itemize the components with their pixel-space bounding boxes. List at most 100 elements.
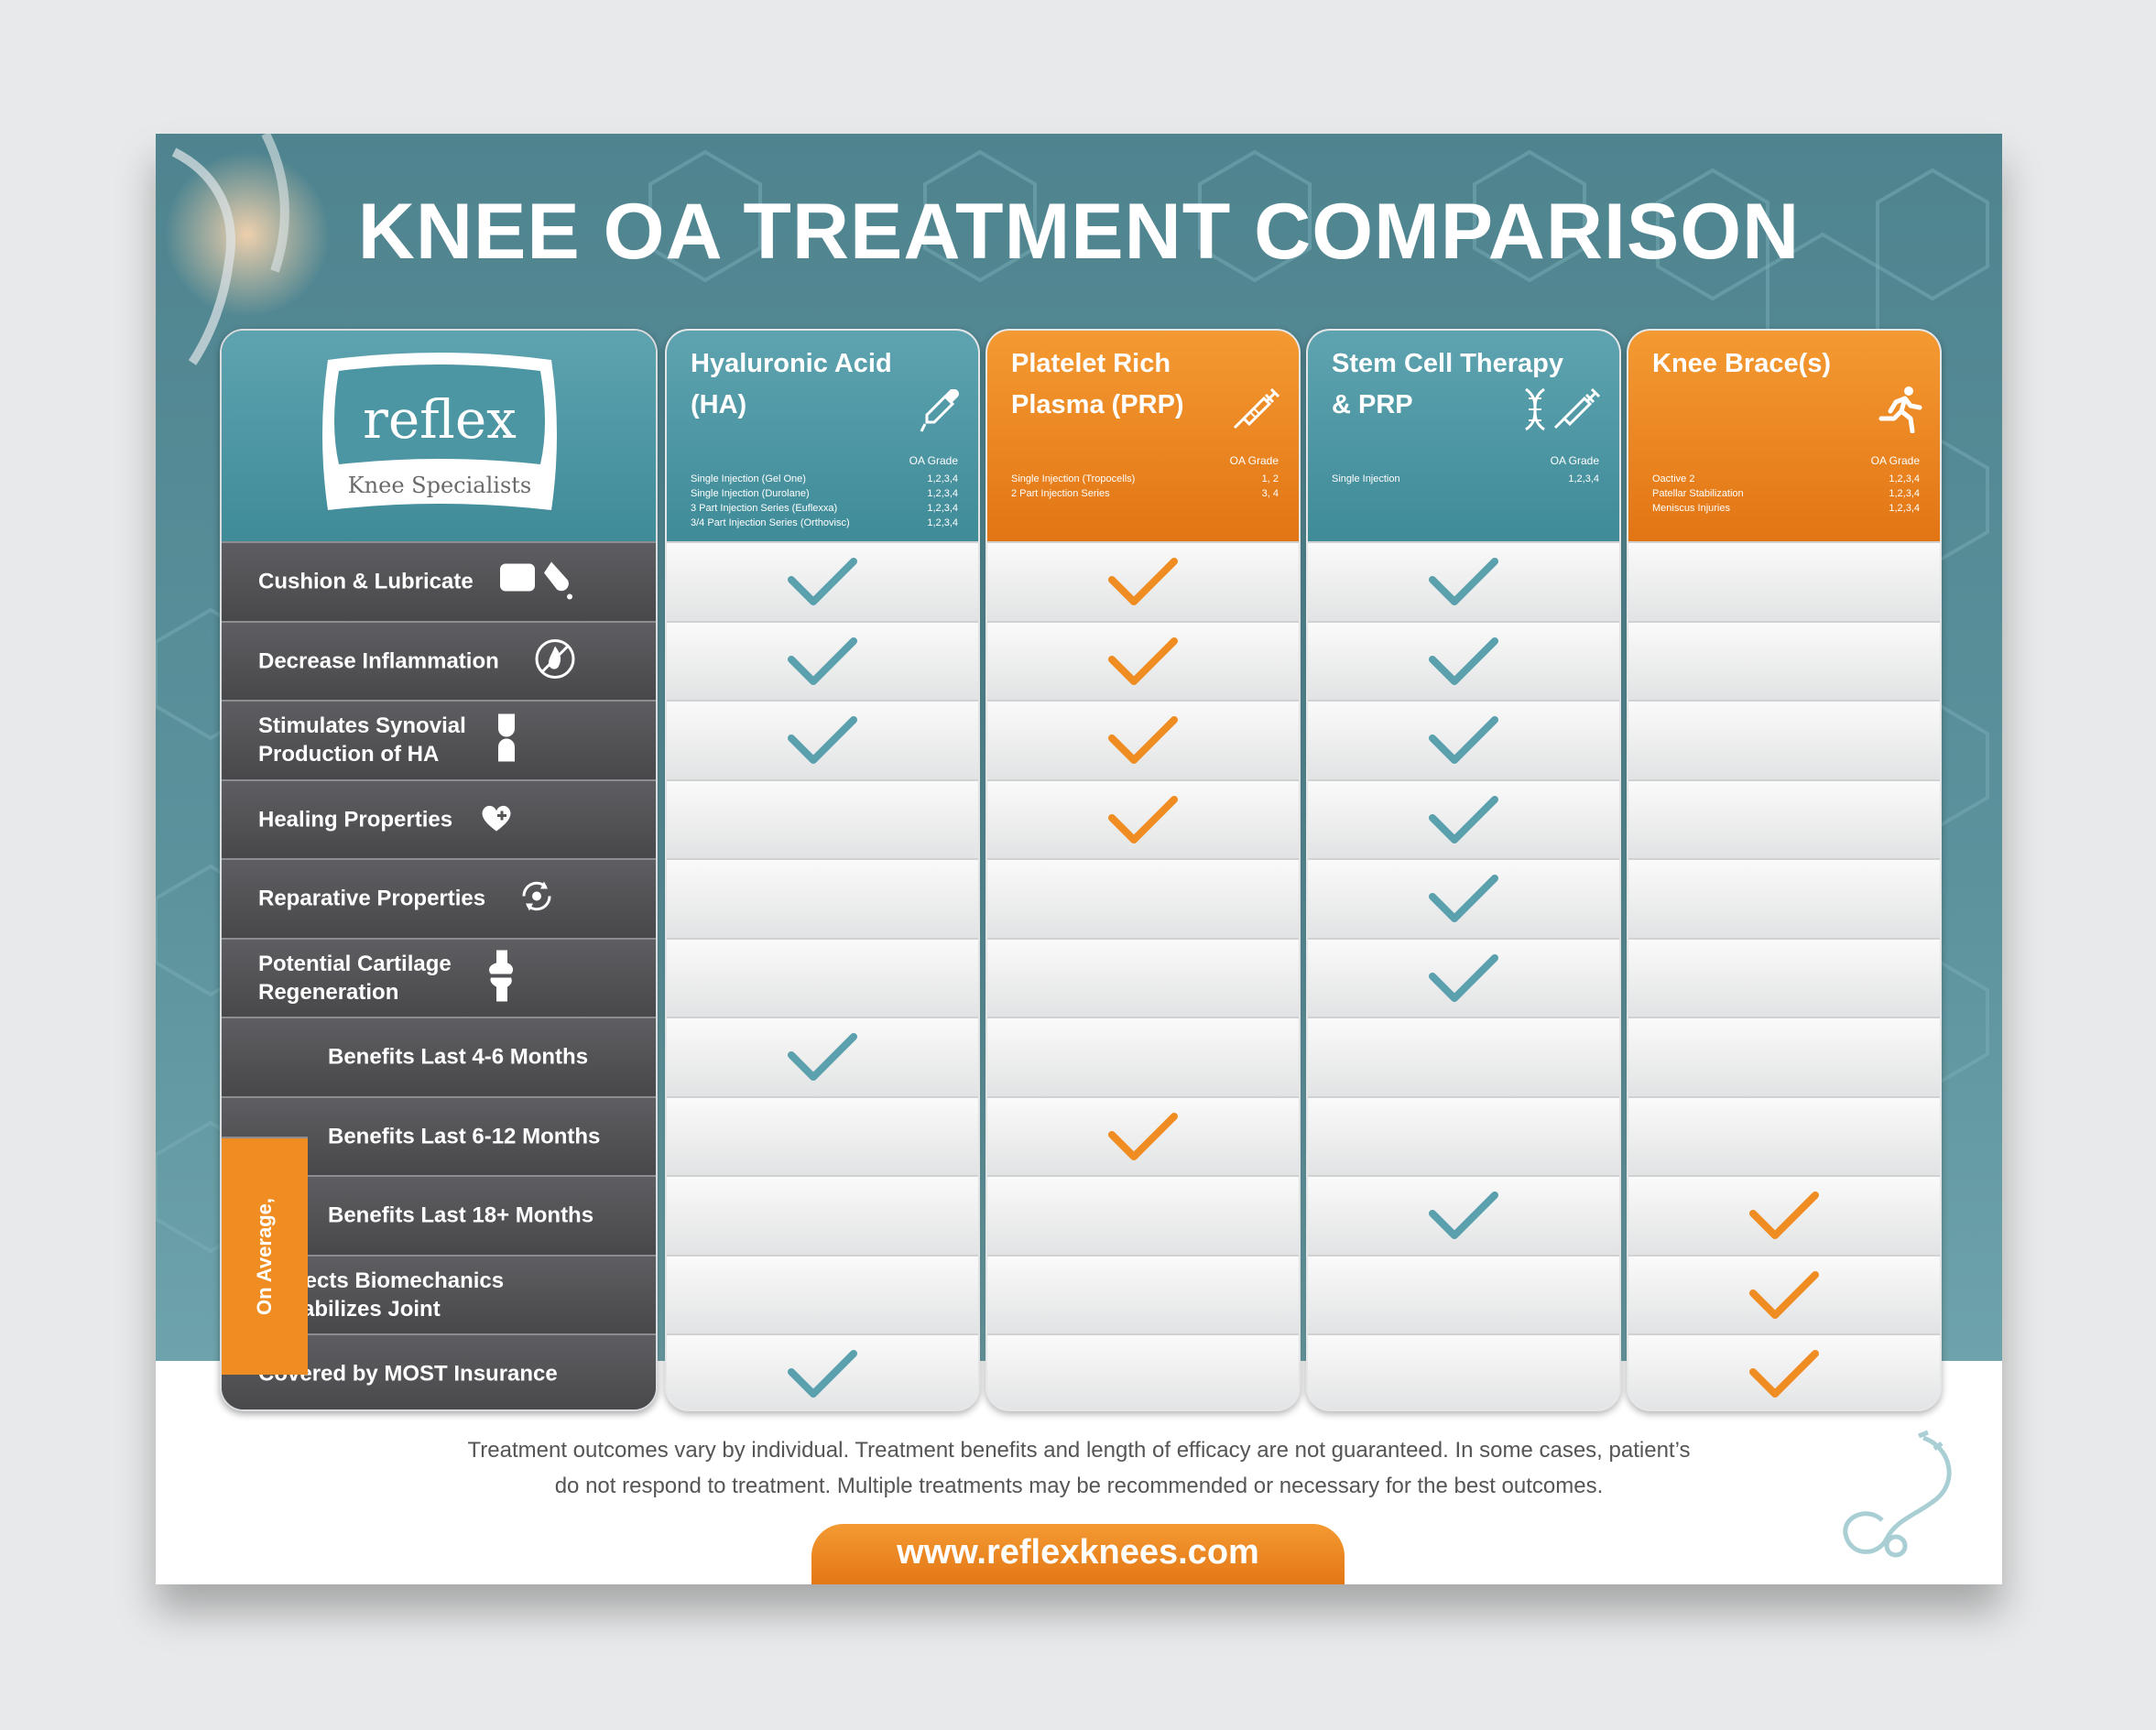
- comparison-cell: [1308, 1333, 1619, 1409]
- check-icon: [1427, 794, 1500, 852]
- option-grade: 1,2,3,4: [1568, 473, 1599, 484]
- feature-label: Decrease Inflammation: [258, 648, 499, 674]
- comparison-cell: [1308, 1095, 1619, 1175]
- check-icon: [1427, 636, 1500, 693]
- joint-icon: [493, 713, 520, 768]
- check-icon: [786, 556, 859, 614]
- comparison-cell: [987, 778, 1299, 858]
- option-name: Oactive 2: [1652, 473, 1695, 484]
- treatment-header: Platelet Rich Plasma (PRP) OA Grade Single…: [987, 331, 1299, 541]
- syringe-icon: [1231, 386, 1282, 438]
- oa-grade-header: OA Grade: [909, 454, 958, 467]
- treatment-column: Stem Cell Therapy & PRP OA Grade Single In…: [1306, 329, 1621, 1411]
- option-name: Single Injection (Durolane): [691, 488, 810, 499]
- runner-icon: [1878, 386, 1923, 438]
- stethoscope-icon: [1843, 1430, 1952, 1558]
- feature-row: Decrease Inflammation: [222, 620, 656, 700]
- comparison-cell: [1308, 700, 1619, 779]
- check-icon: [1106, 714, 1180, 772]
- treatment-column: Hyaluronic Acid (HA) OA Grade Single Injec…: [665, 329, 980, 1411]
- comparison-cell: [667, 778, 978, 858]
- website-link[interactable]: www.reflexknees.com: [811, 1524, 1345, 1584]
- option-name: Single Injection: [1332, 473, 1400, 484]
- check-icon: [786, 636, 859, 693]
- logo-area: reflex Knee Specialists: [222, 331, 656, 541]
- comparison-cell: [1308, 541, 1619, 621]
- comparison-cell: [1308, 778, 1619, 858]
- feature-row: Stimulates Synovial Production of HA: [222, 700, 656, 779]
- check-icon: [786, 1348, 859, 1406]
- disclaimer-line-2: do not respond to treatment. Multiple tr…: [554, 1474, 1604, 1498]
- comparison-cell: [987, 1017, 1299, 1096]
- comparison-cell: [987, 620, 1299, 700]
- comparison-cell: [1308, 858, 1619, 938]
- check-icon: [1427, 714, 1500, 772]
- comparison-cell: [1308, 1017, 1619, 1096]
- reflex-logo: reflex Knee Specialists: [322, 353, 557, 510]
- feature-row: Potential Cartilage Regeneration: [222, 937, 656, 1017]
- treatment-title: Hyaluronic Acid (HA): [691, 349, 892, 419]
- option-grade: 1,2,3,4: [1889, 503, 1920, 514]
- comparison-cell: [667, 937, 978, 1017]
- page-title: KNEE OA TREATMENT COMPARISON: [357, 188, 1801, 276]
- comparison-cell: [667, 1254, 978, 1333]
- check-icon: [1106, 1111, 1180, 1169]
- comparison-cell: [667, 1175, 978, 1255]
- check-icon: [1748, 1190, 1821, 1247]
- comparison-cell: [987, 1333, 1299, 1409]
- comparison-cell: [1628, 620, 1940, 700]
- check-icon: [1427, 1190, 1500, 1247]
- option-name: Single Injection (Gel One): [691, 473, 806, 484]
- pillow-drop-icon: [496, 557, 579, 607]
- logo-tagline: Knee Specialists: [348, 473, 531, 498]
- check-icon: [1427, 556, 1500, 614]
- option-name: 2 Part Injection Series: [1011, 488, 1110, 499]
- option-name: 3 Part Injection Series (Euflexxa): [691, 503, 838, 514]
- logo-brand: reflex: [363, 388, 517, 451]
- option-grade: 3, 4: [1261, 488, 1279, 499]
- feature-label: Healing Properties: [258, 807, 453, 832]
- comparison-cell: [1308, 937, 1619, 1017]
- no-fire-icon: [533, 637, 577, 685]
- comparison-cell: [1628, 1333, 1940, 1409]
- option-grade: 1,2,3,4: [1889, 488, 1920, 499]
- option-grade: 1,2,3,4: [927, 517, 958, 528]
- feature-row: Benefits Last 4-6 Months: [222, 1017, 656, 1096]
- comparison-cell: [667, 858, 978, 938]
- comparison-cell: [667, 700, 978, 779]
- feature-label: Cushion & Lubricate: [258, 569, 474, 594]
- repair-cycle-icon: [517, 876, 557, 921]
- comparison-cell: [1628, 1017, 1940, 1096]
- comparison-cell: [987, 1175, 1299, 1255]
- check-icon: [1427, 873, 1500, 930]
- option-grade: 1, 2: [1261, 473, 1279, 484]
- option-name: 3/4 Part Injection Series (Orthovisc): [691, 517, 850, 528]
- comparison-cell: [1628, 700, 1940, 779]
- treatment-header: Knee Brace(s) OA Grade Oactive 2 1,2,3,4 Pat…: [1628, 331, 1940, 541]
- treatment-title: Stem Cell Therapy & PRP: [1332, 349, 1564, 419]
- comparison-cell: [1628, 541, 1940, 621]
- knee-graphic: [165, 134, 330, 365]
- option-grade: 1,2,3,4: [927, 488, 958, 499]
- treatment-title: Platelet Rich Plasma (PRP): [1011, 349, 1184, 419]
- comparison-cell: [1628, 1254, 1940, 1333]
- comparison-cell: [667, 1333, 978, 1409]
- feature-label: Benefits Last 6-12 Months: [328, 1124, 601, 1149]
- comparison-cell: [1628, 858, 1940, 938]
- comparison-cell: [667, 541, 978, 621]
- comparison-cell: [1308, 620, 1619, 700]
- disclaimer: Treatment outcomes vary by individual. T…: [156, 1432, 2002, 1504]
- disclaimer-line-1: Treatment outcomes vary by individual. T…: [467, 1438, 1691, 1463]
- option-grade: 1,2,3,4: [927, 503, 958, 514]
- option-name: Single Injection (Tropocells): [1011, 473, 1136, 484]
- comparison-cell: [987, 541, 1299, 621]
- comparison-cell: [1628, 937, 1940, 1017]
- comparison-cell: [1628, 778, 1940, 858]
- feature-row: Healing Properties: [222, 778, 656, 858]
- check-icon: [786, 1031, 859, 1089]
- treatment-column: Platelet Rich Plasma (PRP) OA Grade Single…: [985, 329, 1301, 1411]
- comparison-cell: [1628, 1175, 1940, 1255]
- on-average-label: On Average,: [253, 1198, 276, 1315]
- option-name: Meniscus Injuries: [1652, 503, 1730, 514]
- check-icon: [1106, 556, 1180, 614]
